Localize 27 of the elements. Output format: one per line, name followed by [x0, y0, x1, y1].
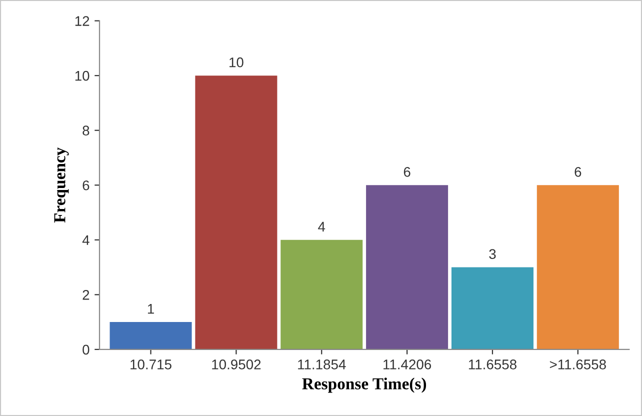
data-label: 1: [148, 304, 154, 314]
x-tick-label: >11.6558: [550, 360, 606, 370]
bar: [195, 76, 278, 350]
bar: [280, 240, 363, 350]
y-tick-label: 4: [82, 235, 90, 245]
y-tick-label: 8: [82, 126, 90, 136]
data-label: 10: [230, 57, 244, 68]
data-label: 6: [574, 166, 582, 177]
x-tick-label: 11.1854: [298, 360, 346, 370]
data-label: 4: [318, 222, 326, 232]
x-tick-label: 10.9502: [212, 360, 261, 370]
y-tick-label: 2: [82, 290, 90, 300]
bar: [451, 267, 534, 350]
y-tick-label: 6: [82, 180, 90, 190]
x-axis-title: Response Time(s): [302, 378, 426, 393]
x-tick-label: 11.6558: [468, 360, 516, 370]
y-axis-title: Frequency: [54, 147, 69, 223]
x-tick-label: 11.4206: [384, 360, 432, 370]
bar: [110, 322, 192, 350]
y-tick-label: 10: [75, 70, 90, 81]
bar: [536, 185, 619, 350]
y-tick-label: 12: [75, 16, 90, 26]
bar: [366, 185, 448, 350]
data-label: 6: [404, 166, 410, 177]
data-label: 3: [489, 249, 496, 259]
y-tick-label: 0: [82, 344, 90, 355]
x-tick-label: 10.715: [130, 360, 172, 370]
